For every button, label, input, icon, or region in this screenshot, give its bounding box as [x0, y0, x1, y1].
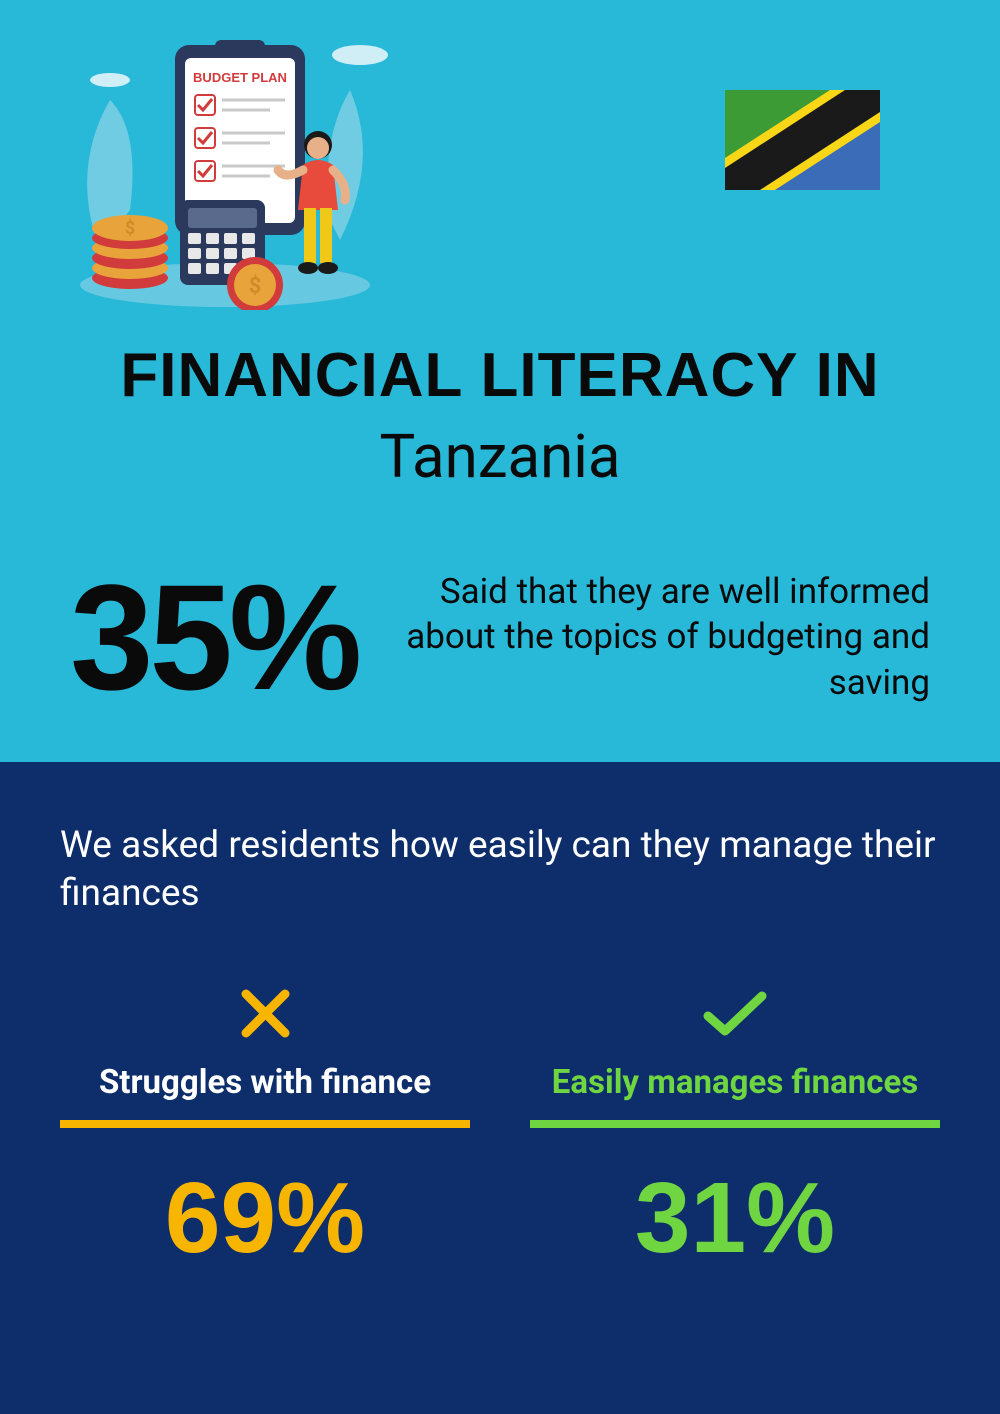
struggles-column: Struggles with finance 69% — [60, 978, 470, 1268]
main-stat-description: Said that they are well informed about t… — [398, 569, 930, 706]
infographic-page: BUDGET PLAN — [0, 0, 1000, 1414]
cross-icon — [238, 978, 293, 1048]
comparison-columns: Struggles with finance 69% Easily manage… — [60, 978, 940, 1268]
title-block: FINANCIAL LITERACY IN Tanzania — [60, 340, 940, 492]
header-row: BUDGET PLAN — [60, 30, 940, 310]
title-line2: Tanzania — [60, 421, 940, 492]
tanzania-flag — [725, 90, 880, 190]
main-stat-percent: 35% — [70, 562, 358, 712]
top-section: BUDGET PLAN — [0, 0, 1000, 762]
main-stat-row: 35% Said that they are well informed abo… — [60, 562, 940, 712]
manages-label: Easily manages finances — [552, 1063, 918, 1102]
svg-text:$: $ — [249, 274, 262, 299]
question-text: We asked residents how easily can they m… — [60, 822, 940, 918]
manages-divider — [530, 1120, 940, 1128]
struggles-percent: 69% — [165, 1168, 365, 1268]
bottom-section: We asked residents how easily can they m… — [0, 762, 1000, 1414]
struggles-divider — [60, 1120, 470, 1128]
title-line1: FINANCIAL LITERACY IN — [60, 340, 940, 411]
check-icon — [700, 978, 770, 1048]
manages-column: Easily manages finances 31% — [530, 978, 940, 1268]
budget-plan-label: BUDGET PLAN — [193, 70, 287, 85]
struggles-label: Struggles with finance — [99, 1063, 431, 1102]
manages-percent: 31% — [635, 1168, 835, 1268]
budget-illustration: BUDGET PLAN — [60, 30, 390, 310]
svg-text:$: $ — [125, 218, 135, 239]
